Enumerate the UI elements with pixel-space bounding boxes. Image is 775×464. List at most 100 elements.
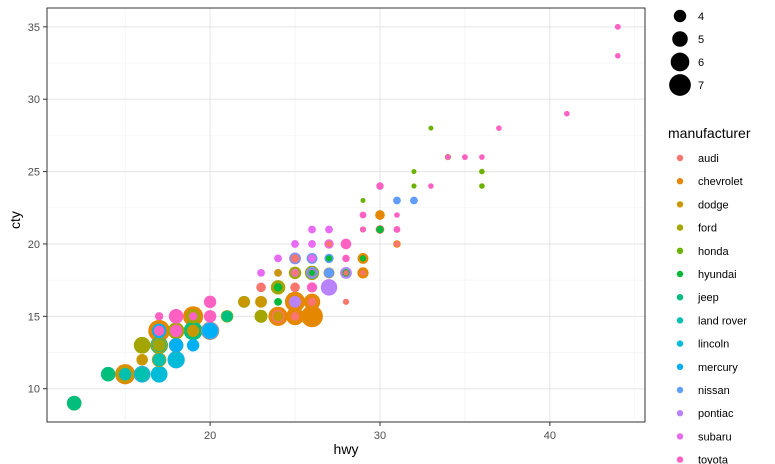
color-legend-key xyxy=(676,224,684,231)
data-point-audi xyxy=(256,282,266,293)
data-point-land-rover xyxy=(134,367,150,382)
data-point-toyota xyxy=(564,110,570,117)
data-point-subaru xyxy=(291,240,299,248)
data-point-mercury xyxy=(168,338,184,353)
data-point-dodge xyxy=(187,325,199,337)
data-point-dodge xyxy=(255,295,267,308)
plot-panel xyxy=(47,8,645,422)
data-point-toyota xyxy=(614,23,621,30)
y-tick-label: 15 xyxy=(28,311,40,323)
data-point-honda xyxy=(411,169,417,175)
size-legend-label: 5 xyxy=(698,34,704,46)
color-legend-label: pontiac xyxy=(698,408,734,420)
data-point-audi xyxy=(290,254,300,263)
data-point-audi xyxy=(290,311,300,321)
x-axis-title: hwy xyxy=(334,441,359,457)
data-point-toyota xyxy=(203,310,217,323)
data-point-audi xyxy=(290,282,300,293)
x-tick-label: 20 xyxy=(204,430,216,442)
data-point-subaru xyxy=(308,240,316,248)
color-legend-label: lincoln xyxy=(698,339,729,351)
data-point-pontiac xyxy=(289,295,301,308)
data-point-honda xyxy=(479,168,485,175)
data-point-subaru xyxy=(325,225,333,234)
data-point-chevrolet xyxy=(375,210,385,220)
y-tick-label: 25 xyxy=(28,167,40,179)
size-legend-label: 4 xyxy=(698,11,704,23)
data-point-toyota xyxy=(188,312,198,321)
data-point-nissan xyxy=(410,196,418,205)
size-legend-key xyxy=(669,74,691,96)
data-point-toyota xyxy=(154,312,164,321)
size-legend-key xyxy=(673,9,687,23)
color-legend-key xyxy=(676,270,684,278)
data-point-toyota xyxy=(153,325,165,337)
color-legend-key xyxy=(676,178,684,185)
color-legend-label: chevrolet xyxy=(698,176,743,188)
data-point-nissan xyxy=(393,196,401,205)
data-point-audi xyxy=(342,298,350,305)
size-legend-label: 7 xyxy=(698,80,704,92)
data-point-toyota xyxy=(428,183,434,189)
y-tick-label: 35 xyxy=(28,22,40,34)
data-point-toyota xyxy=(615,52,621,59)
color-legend-label: jeep xyxy=(697,292,719,304)
axes: 20 30 40 10 15 20 25 30 35 xyxy=(28,7,646,442)
data-point-subaru xyxy=(257,269,265,277)
y-tick-label: 10 xyxy=(28,384,40,396)
size-legend-key xyxy=(672,31,688,47)
y-tick-label: 30 xyxy=(28,94,40,106)
data-point-land-rover xyxy=(118,368,132,381)
data-point-dodge xyxy=(272,311,284,322)
size-legend: 4 5 6 7 xyxy=(669,9,704,96)
data-point-land-rover xyxy=(152,353,166,367)
data-point-toyota xyxy=(168,309,184,324)
y-axis-title: cty xyxy=(7,211,23,229)
color-legend-key xyxy=(676,201,684,208)
data-point-subaru xyxy=(308,254,316,263)
data-point-audi xyxy=(292,270,298,276)
data-point-toyota xyxy=(205,297,215,307)
color-legend-key xyxy=(676,386,684,394)
data-point-subaru xyxy=(274,254,282,263)
color-legend-label: hyundai xyxy=(698,269,737,281)
color-legend-label: land rover xyxy=(698,315,747,327)
data-point-toyota xyxy=(445,154,451,160)
data-point-subaru xyxy=(308,225,316,234)
data-point-audi xyxy=(360,270,366,276)
data-point-lincoln xyxy=(167,351,185,369)
data-point-dodge xyxy=(274,269,282,277)
data-point-ford xyxy=(133,336,151,354)
color-legend-title: manufacturer xyxy=(668,125,751,141)
data-point-hyundai xyxy=(308,269,316,277)
data-point-toyota xyxy=(342,254,350,263)
data-point-hyundai xyxy=(274,297,282,306)
data-point-honda xyxy=(479,183,485,189)
color-legend-label: dodge xyxy=(698,199,729,211)
data-point-toyota xyxy=(462,154,468,160)
data-point-ford xyxy=(254,309,268,323)
data-point-pontiac xyxy=(320,279,338,296)
y-tick-label: 20 xyxy=(28,239,40,251)
data-point-toyota xyxy=(479,154,485,160)
data-point-honda xyxy=(411,183,417,189)
data-point-toyota xyxy=(342,240,350,248)
data-point-hyundai xyxy=(273,283,283,292)
data-point-mercury xyxy=(186,339,200,352)
data-point-audi xyxy=(307,297,317,307)
size-legend-key xyxy=(670,52,690,72)
panel-background xyxy=(47,8,645,422)
data-point-dodge xyxy=(238,296,250,307)
data-point-toyota xyxy=(394,212,400,218)
color-legend-label: toyota xyxy=(698,455,729,464)
color-legend-key xyxy=(676,433,684,440)
color-legend-key xyxy=(676,247,684,254)
data-point-nissan xyxy=(323,267,335,279)
color-legend-key xyxy=(676,340,684,347)
data-point-honda xyxy=(428,125,434,131)
color-legend-key xyxy=(676,410,684,417)
color-legend-label: nissan xyxy=(698,385,730,397)
data-point-toyota xyxy=(496,125,502,131)
data-point-jeep xyxy=(221,310,233,323)
